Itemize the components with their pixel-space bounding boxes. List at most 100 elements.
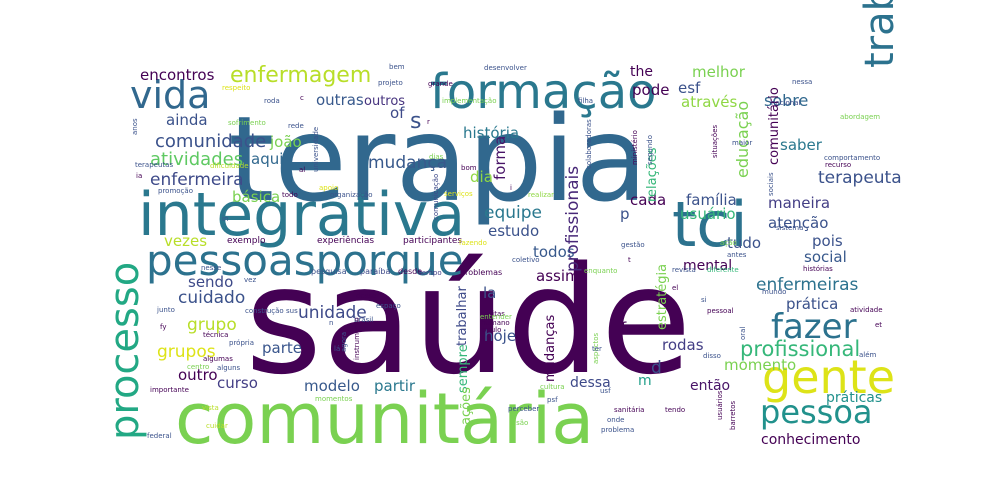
word-26: mudança xyxy=(368,153,447,173)
word-170: disso xyxy=(703,352,721,360)
word-35: maneira xyxy=(768,194,830,212)
word-100: bem xyxy=(389,63,405,71)
word-112: universidade xyxy=(312,127,320,172)
word-56: esf xyxy=(678,79,701,97)
word-119: serviços xyxy=(444,190,473,198)
word-17: enfermeira xyxy=(150,170,244,190)
word-132: espaço xyxy=(376,302,401,310)
word-50: outros xyxy=(364,94,405,109)
word-140: vez xyxy=(244,276,256,284)
word-11: pessoa xyxy=(760,393,873,431)
word-18: encontros xyxy=(140,66,215,84)
word-179: al xyxy=(299,166,305,174)
word-27: outras xyxy=(316,91,364,109)
word-156: federal xyxy=(147,432,172,440)
word-74: faz xyxy=(621,319,643,337)
word-195: todo xyxy=(282,191,298,199)
word-77: trabalhar xyxy=(455,286,470,346)
word-79: mudanças xyxy=(543,315,558,382)
word-166: el xyxy=(672,284,678,292)
word-28: ainda xyxy=(166,111,208,129)
word-106: abordagem xyxy=(840,113,880,121)
word-182: dias xyxy=(429,153,444,161)
word-120: realizar xyxy=(528,191,554,199)
word-92: desde xyxy=(398,267,422,276)
word-32: história xyxy=(463,124,519,142)
word-86: comunitário xyxy=(767,87,782,165)
word-149: tendo xyxy=(665,406,685,414)
word-90: pesquisa xyxy=(311,267,347,276)
word-150: psf xyxy=(547,396,558,404)
word-67: assim xyxy=(536,267,580,285)
word-84: m xyxy=(638,373,652,389)
word-5: formação xyxy=(430,64,657,120)
word-98: histórias xyxy=(803,265,833,273)
word-57: of xyxy=(390,104,405,122)
word-95: enquanto xyxy=(584,267,617,275)
word-24: grupos xyxy=(157,342,216,362)
word-64: sendo xyxy=(188,273,233,291)
word-14: profissional xyxy=(740,337,860,361)
word-185: maior xyxy=(732,139,752,147)
word-68: pois xyxy=(812,232,843,250)
word-186: situações xyxy=(711,124,719,158)
word-96: revista xyxy=(672,266,696,274)
word-85: d xyxy=(651,358,662,378)
word-125: gestão xyxy=(621,241,645,249)
word-114: dificuldade xyxy=(210,162,249,170)
word-180: anos xyxy=(131,118,139,135)
word-107: nessa xyxy=(792,78,812,86)
word-103: filha xyxy=(578,97,593,105)
word-15: comunidade xyxy=(155,131,266,152)
word-16: atividades xyxy=(150,149,243,170)
word-87: exemplo xyxy=(227,236,266,246)
word-12: vida xyxy=(130,73,210,117)
word-152: visão xyxy=(510,419,528,427)
word-162: et xyxy=(875,321,882,329)
word-146: usf xyxy=(600,387,611,395)
word-29: sobre xyxy=(764,91,808,110)
word-183: ministério xyxy=(631,130,639,165)
word-58: s xyxy=(410,109,421,134)
word-76: hoje xyxy=(484,327,516,345)
word-6: tci xyxy=(672,188,748,261)
word-65: vezes xyxy=(164,232,207,250)
word-131: brasil xyxy=(354,316,373,324)
word-153: problema xyxy=(601,426,634,434)
word-147: perceber xyxy=(508,405,539,413)
word-145: cultura xyxy=(540,383,565,391)
word-189: recurso xyxy=(825,161,851,169)
word-36: atenção xyxy=(768,214,828,232)
word-9: gente xyxy=(762,350,895,404)
word-41: momento xyxy=(724,356,796,374)
word-129: humano xyxy=(481,319,510,327)
word-31: profissionais xyxy=(563,166,583,272)
word-44: estudo xyxy=(488,222,539,240)
word-135: técnica xyxy=(203,331,228,339)
word-78: sempre xyxy=(456,344,471,393)
word-61: modelo xyxy=(304,377,360,395)
word-108: respeito xyxy=(222,84,250,92)
word-163: oral xyxy=(739,327,747,340)
word-81: então xyxy=(690,378,730,394)
word-184: segundo xyxy=(646,135,654,165)
word-39: prática xyxy=(786,295,838,313)
word-174: lá xyxy=(334,345,340,353)
word-46: básica xyxy=(232,188,280,206)
word-110: sofrimento xyxy=(228,119,266,127)
word-55: the xyxy=(630,64,653,80)
word-45: usuário xyxy=(680,205,736,223)
word-88: experiências xyxy=(317,235,374,246)
word-4: pessoasporque xyxy=(146,236,464,285)
word-47: dia xyxy=(470,168,493,186)
word-89: participantes xyxy=(403,236,462,246)
word-54: através xyxy=(681,93,738,111)
word-191: desse xyxy=(356,292,376,300)
word-158: barretos xyxy=(729,400,737,430)
word-52: pode xyxy=(632,81,669,99)
word-2: comunitária xyxy=(175,378,594,460)
word-19: terapeuta xyxy=(818,168,902,188)
word-30: educação xyxy=(733,101,752,178)
word-160: atividade xyxy=(850,306,883,314)
